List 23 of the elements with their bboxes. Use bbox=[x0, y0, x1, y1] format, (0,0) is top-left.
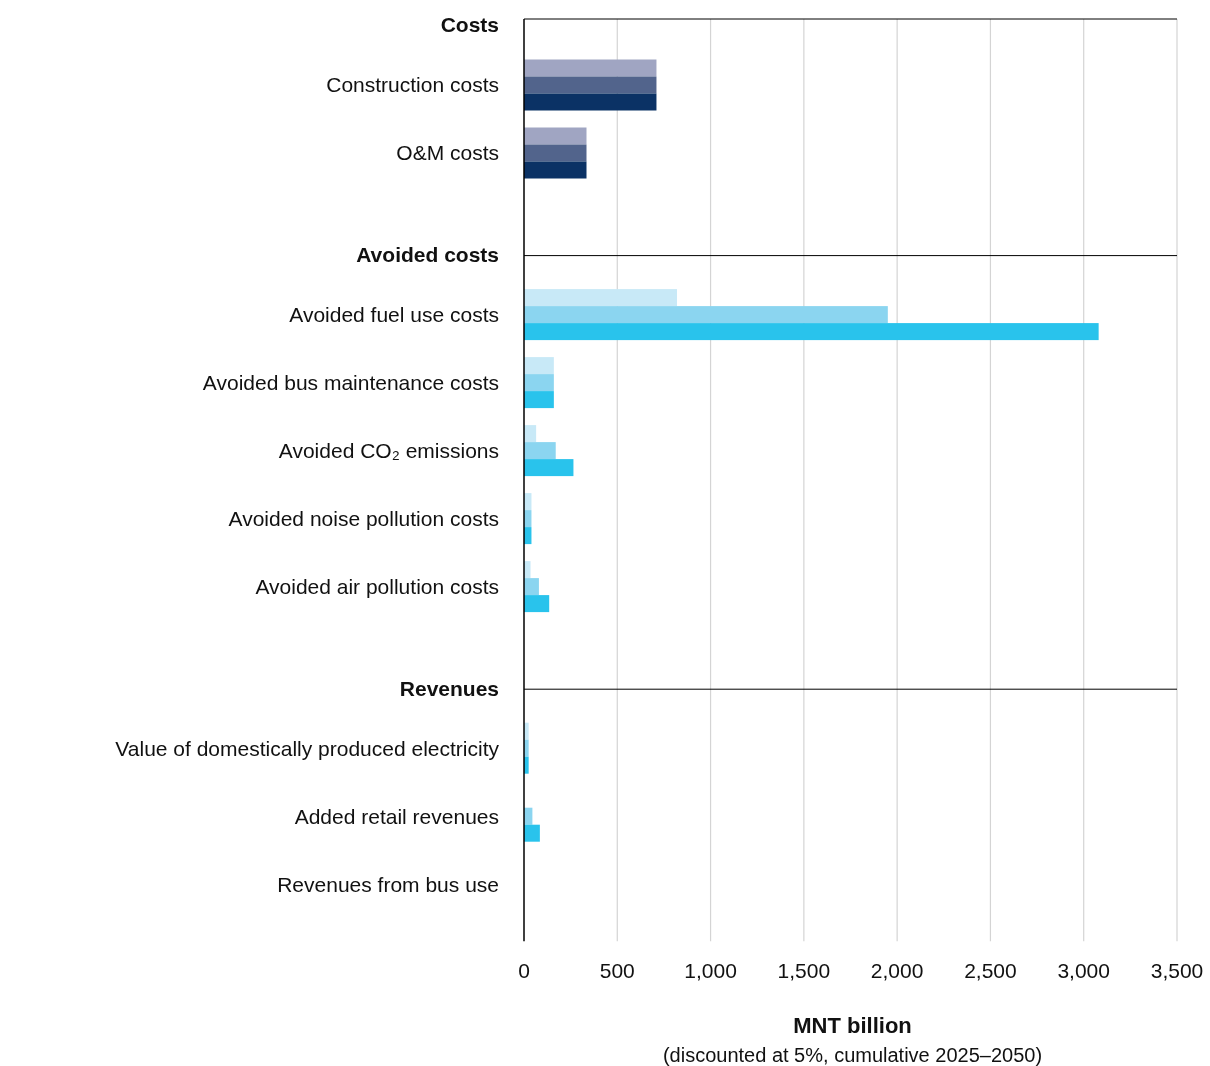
y-tick-label: Costs bbox=[440, 13, 499, 37]
x-axis-title: MNT billion bbox=[793, 1012, 912, 1038]
x-tick-label: 1,500 bbox=[777, 958, 831, 982]
y-tick-label: Added retail revenues bbox=[294, 804, 499, 828]
text: (discounted at 5%, cumulative 2025–2050) bbox=[662, 1044, 1043, 1066]
x-tick-label: 1,000 bbox=[684, 958, 737, 982]
x-tick-label: 3,000 bbox=[1057, 958, 1110, 982]
y-tick-label: Revenues from bus use bbox=[277, 872, 499, 896]
y-tick-label: O&M costs bbox=[396, 141, 499, 165]
y-tick-label: Avoided fuel use costs bbox=[289, 302, 499, 326]
y-tick-label: Avoided costs bbox=[356, 242, 499, 266]
y-tick-label: Avoided noise pollution costs bbox=[228, 506, 499, 530]
y-tick-label: Revenues bbox=[399, 676, 499, 700]
x-tick-label: 500 bbox=[599, 958, 635, 982]
y-tick-label: Avoided CO₂ emissions bbox=[278, 438, 499, 462]
y-tick-label: Value of domestically produced electricity bbox=[115, 736, 500, 760]
x-tick-label: 2,500 bbox=[964, 958, 1017, 982]
y-tick-label: Avoided bus maintenance costs bbox=[202, 370, 499, 394]
y-tick-label: Avoided air pollution costs bbox=[255, 574, 499, 598]
x-tick-label: 3,500 bbox=[1150, 958, 1204, 982]
x-tick-label: 2,000 bbox=[870, 958, 924, 982]
y-tick-label: Construction costs bbox=[326, 73, 499, 97]
x-tick-label: 0 bbox=[518, 958, 530, 982]
